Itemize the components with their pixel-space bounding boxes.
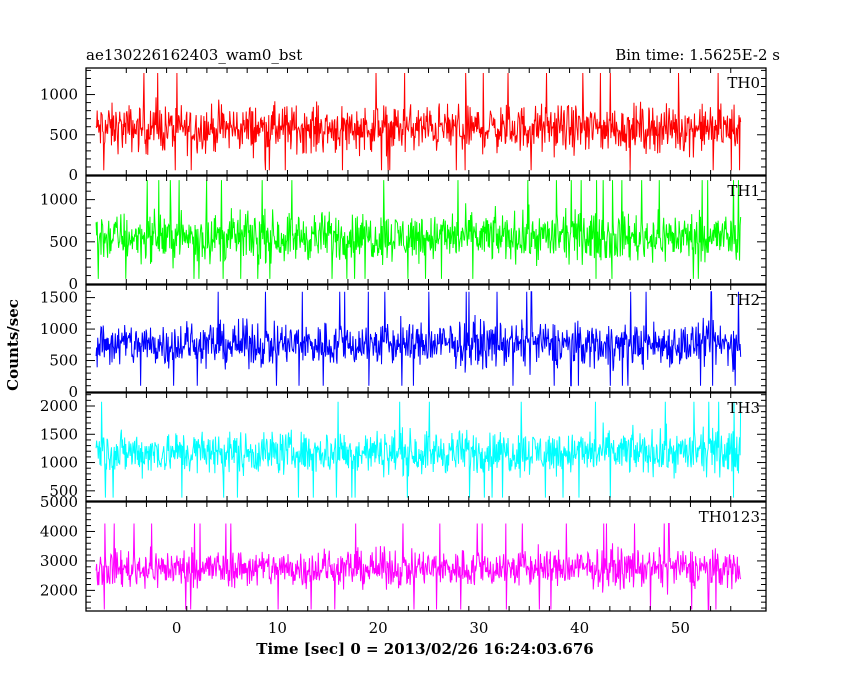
x-axis-label: Time [sec] 0 = 2013/02/26 16:24:03.676 (256, 640, 593, 658)
y-tick-label: 3000 (40, 552, 78, 570)
x-tick-label: 20 (369, 619, 388, 637)
chart-title: ae130226162403_wam0_bst (86, 46, 302, 64)
y-tick-label: 500 (49, 126, 78, 144)
x-tick-label: 40 (570, 619, 589, 637)
panel-th0: 0 500 1000 TH0 (40, 67, 767, 184)
y-tick-label: 0 (68, 166, 78, 184)
panel-frame (85, 501, 767, 612)
y-tick-label: 1000 (40, 454, 78, 472)
y-tick-label: 1500 (40, 289, 78, 307)
panels: 0 500 1000 TH0 0 500 1000 TH1 0 500 1000 1500 TH2 500… (40, 67, 767, 612)
y-tick-label: 2000 (40, 397, 78, 415)
y-tick-label: 0 (68, 275, 78, 293)
panel-th3: 500 1000 1500 2000 TH3 (40, 392, 767, 502)
y-tick-label: 5000 (40, 493, 78, 511)
panel-frame (85, 392, 767, 502)
x-tick-label: 0 (172, 619, 182, 637)
y-tick-label: 1000 (40, 86, 78, 104)
y-tick-label: 1000 (40, 320, 78, 338)
series-label-th2: TH2 (727, 291, 760, 309)
series-line-th3 (95, 401, 742, 498)
y-tick-label: 2000 (40, 581, 78, 599)
y-tick-label: 1500 (40, 425, 78, 443)
series-label-th0: TH0 (727, 74, 760, 92)
series-label-th1: TH1 (727, 182, 760, 200)
series-line-th0123 (95, 523, 742, 610)
y-tick-label: 500 (49, 233, 78, 251)
x-tick-label: 50 (671, 619, 690, 637)
y-axis-label: Counts/sec (4, 299, 22, 391)
panel-th0123: 2000 3000 4000 5000 TH0123 (40, 493, 767, 612)
x-tick-label: 30 (469, 619, 488, 637)
y-tick-label: 4000 (40, 522, 78, 540)
series-line-th0 (95, 72, 742, 171)
series-label-th0123: TH0123 (699, 508, 760, 526)
x-tick-label: 10 (268, 619, 287, 637)
panel-frame (85, 67, 767, 176)
series-label-th3: TH3 (727, 399, 760, 417)
y-tick-label: 0 (68, 383, 78, 401)
y-tick-label: 1000 (40, 191, 78, 209)
x-axis: 0 10 20 30 40 50 (172, 619, 690, 637)
series-line-th2 (95, 291, 742, 387)
panel-th2: 0 500 1000 1500 TH2 (40, 284, 767, 401)
panel-frame (85, 175, 767, 285)
series-line-th1 (95, 180, 742, 279)
y-tick-label: 500 (49, 352, 78, 370)
panel-frame (85, 284, 767, 393)
y-tick-label: 500 (49, 482, 78, 500)
bin-time-label: Bin time: 1.5625E-2 s (615, 46, 780, 64)
panel-th1: 0 500 1000 TH1 (40, 175, 767, 293)
